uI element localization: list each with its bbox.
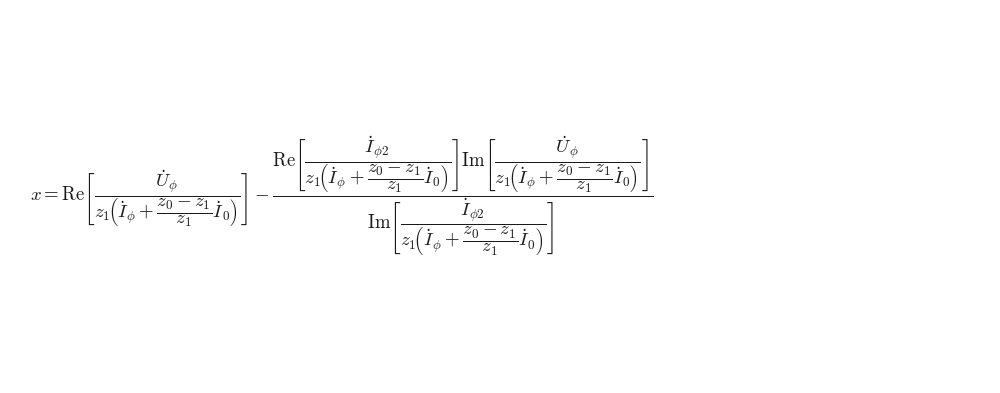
Text: $x = \mathrm{Re}\left[\dfrac{\dot{U}_{\phi}}{z_1\!\left(\dot{I}_{\phi}+\dfrac{z_: $x = \mathrm{Re}\left[\dfrac{\dot{U}_{\p… <box>30 135 653 258</box>
